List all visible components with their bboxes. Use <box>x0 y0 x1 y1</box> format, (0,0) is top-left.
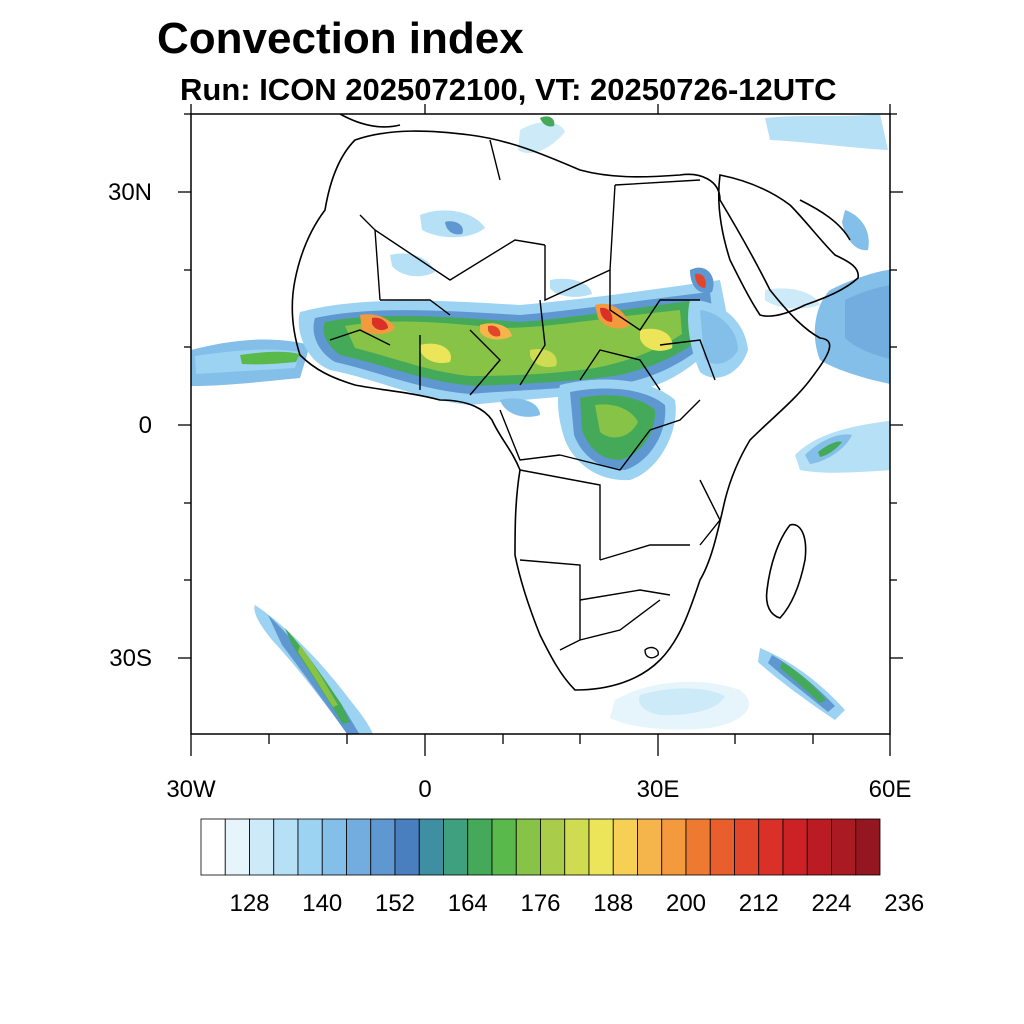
colorbar-label: 212 <box>739 890 779 917</box>
colorbar-swatch <box>612 818 638 876</box>
lat-label-30s: 30S <box>109 645 152 672</box>
sahel-band <box>298 280 730 405</box>
colorbar-swatch <box>467 818 493 876</box>
colorbar-swatch <box>370 818 396 876</box>
arabian-sea-band <box>765 269 890 384</box>
lon-label-0: 0 <box>418 776 431 803</box>
colorbar-swatch <box>734 818 760 876</box>
chart-title: Convection index <box>157 14 524 63</box>
arabian-peninsula <box>717 174 859 317</box>
south-atlantic-front <box>254 605 373 734</box>
colorbar-swatch <box>685 818 711 876</box>
colorbar-label: 140 <box>302 890 342 917</box>
colorbar-label: 152 <box>375 890 415 917</box>
africa-coastline <box>291 130 831 691</box>
colorbar-swatch <box>346 818 372 876</box>
colorbar-label: 224 <box>811 890 851 917</box>
colorbar-label: 188 <box>593 890 633 917</box>
colorbar-swatch <box>418 818 444 876</box>
colorbar-swatch <box>709 818 735 876</box>
persian-gulf <box>799 199 851 241</box>
colorbar-label: 128 <box>229 890 269 917</box>
colorbar-swatch <box>588 818 614 876</box>
colorbar-swatch <box>540 818 566 876</box>
lat-labels: 30N 0 30S <box>108 179 152 672</box>
map-frame <box>190 113 891 735</box>
colorbar-swatch <box>224 818 250 876</box>
colorbar <box>200 818 881 876</box>
colorbar-label: 200 <box>666 890 706 917</box>
colorbar-swatch <box>200 818 226 876</box>
colorbar-labels: 128 140 152 164 176 188 200 212 224 236 <box>229 890 924 917</box>
madagascar-se-band <box>758 648 845 720</box>
sahara-cells <box>390 114 888 297</box>
colorbar-swatch <box>637 818 663 876</box>
colorbar-label: 176 <box>520 890 560 917</box>
lon-label-30e: 30E <box>637 776 680 803</box>
southern-ocean-band <box>610 681 749 730</box>
colorbar-swatch <box>855 818 881 876</box>
colorbar-swatch <box>297 818 323 876</box>
lon-label-30w: 30W <box>166 776 216 803</box>
colorbar-swatch <box>394 818 420 876</box>
colorbar-swatch <box>515 818 541 876</box>
ethiopia-convection <box>688 267 748 378</box>
colorbar-swatch <box>273 818 299 876</box>
colorbar-swatch <box>491 818 517 876</box>
lon-label-60e: 60E <box>869 776 912 803</box>
country-borders <box>329 139 721 659</box>
colorbar-swatch <box>443 818 469 876</box>
colorbar-swatch <box>758 818 784 876</box>
colorbar-swatch <box>564 818 590 876</box>
colorbar-label: 164 <box>448 890 488 917</box>
colorbar-swatch <box>249 818 275 876</box>
colorbar-swatch <box>661 818 687 876</box>
lat-label-30n: 30N <box>108 179 152 206</box>
iberia-north <box>339 114 401 128</box>
colorbar-swatch <box>806 818 832 876</box>
colorbar-swatch <box>831 818 857 876</box>
axis-ticks <box>178 104 903 756</box>
atlantic-streamer <box>191 339 310 386</box>
lat-label-0: 0 <box>139 412 152 439</box>
central-africa-convection <box>500 379 676 481</box>
madagascar <box>765 523 807 619</box>
coastlines <box>291 114 859 691</box>
lon-labels: 30W 0 30E 60E <box>166 776 911 803</box>
colorbar-label: 236 <box>884 890 924 917</box>
convection-field <box>191 114 890 734</box>
colorbar-swatch <box>321 818 347 876</box>
chart-subtitle: Run: ICON 2025072100, VT: 20250726-12UTC <box>180 72 837 107</box>
eq-indian-ocean-cell <box>795 420 890 473</box>
colorbar-swatch <box>782 818 808 876</box>
